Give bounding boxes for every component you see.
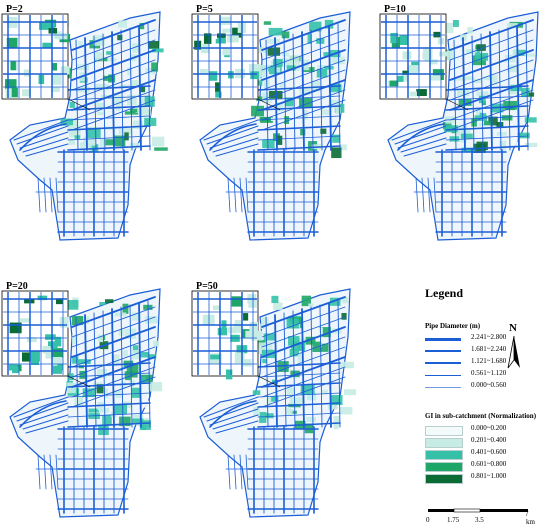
panel-label: P=20: [6, 281, 28, 292]
pipe-legend-label: 1.121~1.680: [471, 357, 507, 365]
catchment-map: [191, 11, 351, 241]
gi-swatch: [425, 450, 463, 460]
pipe-swatch: [425, 375, 461, 377]
north-label: N: [509, 322, 517, 334]
gi-legend-label: 0.401~0.600: [471, 448, 507, 456]
map-panel-p20: P=20: [0, 277, 170, 519]
scale-tick-label: 3.5: [475, 516, 484, 524]
gi-swatch: [425, 438, 463, 448]
scale-bar-graphic: [428, 508, 528, 513]
pipe-swatch: [425, 338, 461, 341]
pipe-swatch: [425, 350, 461, 353]
scale-tick-label: 1.75: [447, 516, 460, 524]
panel-label: P=50: [196, 281, 218, 292]
gi-legend-label: 0.000~0.200: [471, 424, 507, 432]
gi-legend-row: 0.201~0.400: [425, 435, 545, 448]
pipe-legend-row: 1.121~1.680: [425, 356, 545, 368]
gi-legend-row: 0.000~0.200: [425, 423, 545, 436]
catchment-map: [1, 11, 168, 241]
gi-swatch: [425, 474, 463, 484]
catchment-map: [191, 288, 357, 518]
pipe-diameter-title: Pipe Diameter (m): [425, 322, 481, 330]
scale-tick-label: 7: [525, 510, 529, 518]
gi-legend-label: 0.601~0.800: [471, 460, 507, 468]
north-arrow-icon: N: [505, 322, 525, 370]
pipe-swatch: [425, 387, 461, 388]
gi-legend-row: 0.601~0.800: [425, 459, 545, 472]
gi-title: GI in sub-catchment (Normalization): [425, 412, 537, 420]
map-panel-p5: P=5: [190, 0, 360, 242]
pipe-swatch: [425, 362, 461, 364]
north-arrow-shape: [507, 336, 520, 369]
map-panel-p50: P=50: [190, 277, 360, 519]
pipe-legend-label: 1.681~2.240: [471, 345, 507, 353]
panel-label: P=10: [384, 4, 406, 15]
pipe-legend-label: 0.000~0.560: [471, 381, 507, 389]
gi-legend-row: 0.801~1.000: [425, 471, 545, 484]
pipe-legend-row: 2.241~2.800: [425, 332, 545, 344]
gi-swatch: [425, 426, 463, 436]
legend: Legend Pipe Diameter (m) 2.241~2.800 1.6…: [405, 280, 550, 529]
gi-legend-label: 0.201~0.400: [471, 436, 507, 444]
scale-tick-label: 0: [426, 516, 430, 524]
map-panel-p2: P=2: [0, 0, 170, 242]
scale-bar: 0 1.75 3.5 7 km: [425, 508, 535, 528]
panel-label: P=5: [196, 4, 213, 15]
map-panel-p10: P=10: [378, 0, 548, 242]
pipe-legend-label: 0.561~1.120: [471, 369, 507, 377]
gi-swatch: [425, 462, 463, 472]
scale-unit-label: km: [526, 518, 535, 526]
panel-label: P=2: [6, 4, 23, 15]
pipe-legend-row: 0.561~1.120: [425, 368, 545, 380]
catchment-map: [379, 11, 539, 241]
gi-legend-label: 0.801~1.000: [471, 472, 507, 480]
gi-legend-row: 0.401~0.600: [425, 447, 545, 460]
pipe-legend-row: 1.681~2.240: [425, 344, 545, 356]
legend-title: Legend: [425, 286, 464, 300]
catchment-map: [1, 288, 163, 518]
pipe-legend-row: 0.000~0.560: [425, 380, 545, 392]
pipe-legend-label: 2.241~2.800: [471, 333, 507, 341]
